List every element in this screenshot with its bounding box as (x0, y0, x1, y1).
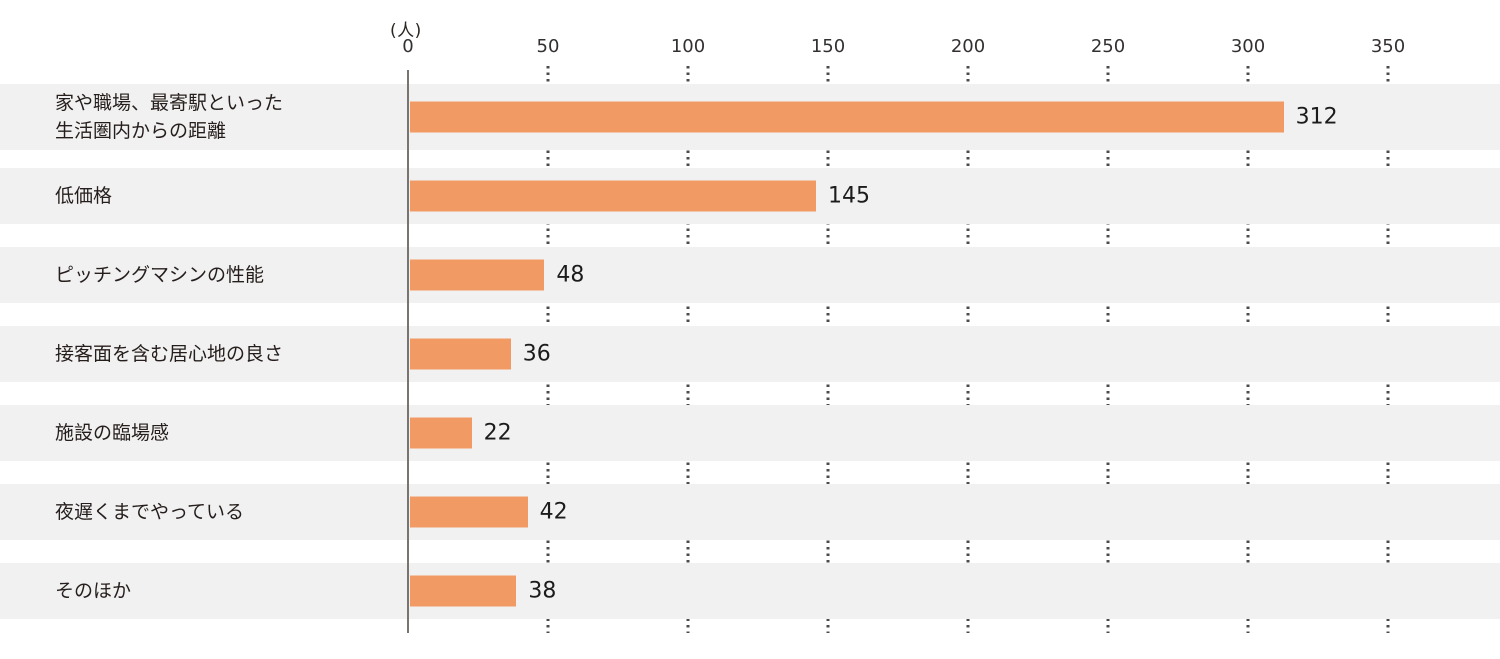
row-band: 施設の臨場感 22 (0, 405, 1500, 461)
category-label: ピッチングマシンの性能 (55, 264, 265, 286)
bar (410, 496, 528, 528)
x-tick-label: 0 (402, 36, 414, 57)
row-band: そのほか 38 (0, 563, 1500, 619)
category-label: 家や職場、最寄駅といった 生活圏内からの距離 (55, 92, 284, 142)
bar-value-label: 36 (522, 341, 551, 367)
category-label: 接客面を含む居心地の良さ (55, 343, 284, 365)
bar-value-label: 42 (539, 499, 568, 525)
bar (410, 417, 472, 449)
y-axis-line (407, 70, 409, 633)
row-band: 家や職場、最寄駅といった 生活圏内からの距離 312 (0, 84, 1500, 150)
bar-value-label: 312 (1295, 104, 1338, 130)
bar-value-label: 48 (556, 262, 585, 288)
row-band: 夜遅くまでやっている 42 (0, 484, 1500, 540)
x-tick-label: 150 (810, 36, 846, 57)
x-tick-label: 300 (1230, 36, 1266, 57)
category-label: 夜遅くまでやっている (55, 501, 245, 523)
x-tick-label: 250 (1090, 36, 1126, 57)
x-tick-label: 350 (1370, 36, 1406, 57)
bar (410, 180, 816, 212)
axis-unit-label: (人) (390, 21, 422, 41)
row-band: 低価格 145 (0, 168, 1500, 224)
bar-value-label: 38 (528, 578, 557, 604)
bar (410, 338, 511, 370)
bar-value-label: 22 (483, 420, 512, 446)
x-tick-label: 200 (950, 36, 986, 57)
x-tick-label: 50 (536, 36, 560, 57)
x-tick-label: 100 (670, 36, 706, 57)
row-band: 接客面を含む居心地の良さ 36 (0, 326, 1500, 382)
category-label: そのほか (55, 580, 132, 602)
category-label: 低価格 (55, 185, 113, 207)
bar (410, 575, 517, 607)
bar-value-label: 145 (828, 183, 870, 209)
row-band: ピッチングマシンの性能 48 (0, 247, 1500, 303)
category-label: 施設の臨場感 (55, 422, 170, 444)
bar (410, 259, 545, 291)
bar (410, 101, 1284, 133)
